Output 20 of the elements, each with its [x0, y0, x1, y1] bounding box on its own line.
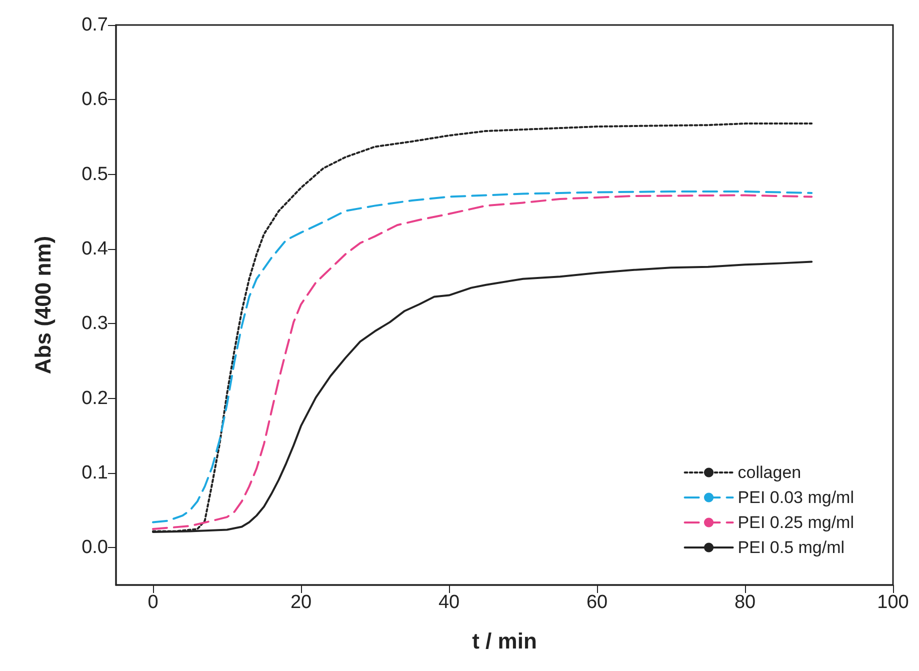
y-axis-title: Abs (400 nm) — [30, 236, 56, 374]
x-tick-label: 40 — [438, 592, 460, 613]
y-tick-label: 0.5 — [82, 164, 108, 185]
y-tick-label: 0.7 — [82, 14, 108, 36]
x-tick-label: 80 — [734, 592, 756, 613]
y-tick-label: 0.0 — [82, 537, 108, 558]
y-tick-label: 0.6 — [82, 89, 108, 110]
x-tick-label: 100 — [877, 592, 909, 613]
x-axis-title: t / min — [472, 628, 537, 654]
x-tick-label: 0 — [148, 592, 158, 613]
x-tick-label: 20 — [290, 592, 312, 613]
legend-label: PEI 0.03 mg/ml — [738, 488, 854, 507]
y-tick-label: 0.4 — [82, 238, 108, 260]
legend-label: PEI 0.5 mg/ml — [738, 538, 845, 557]
legend-label: PEI 0.25 mg/ml — [738, 513, 854, 532]
y-tick-label: 0.3 — [82, 313, 108, 334]
x-tick-label: 60 — [586, 592, 608, 613]
legend-label: collagen — [738, 463, 802, 482]
y-tick-label: 0.2 — [82, 388, 108, 409]
y-tick-label: 0.1 — [82, 462, 108, 484]
